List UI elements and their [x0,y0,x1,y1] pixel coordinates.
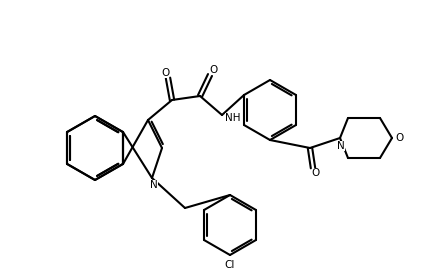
Text: Cl: Cl [225,260,235,270]
Text: N: N [337,141,345,151]
Text: O: O [209,65,217,75]
Text: O: O [312,168,320,178]
Text: N: N [150,180,158,190]
Text: O: O [396,133,404,143]
Text: O: O [161,68,169,78]
Text: NH: NH [225,113,241,123]
